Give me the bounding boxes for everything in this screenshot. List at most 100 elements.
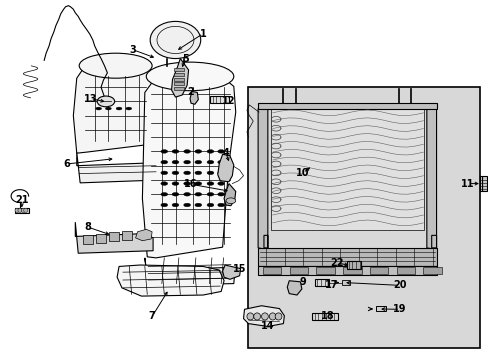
Text: 18: 18 xyxy=(321,311,334,321)
FancyArrowPatch shape xyxy=(346,282,397,285)
FancyArrowPatch shape xyxy=(178,35,201,49)
FancyArrowPatch shape xyxy=(226,156,228,160)
Polygon shape xyxy=(258,266,436,275)
Text: 13: 13 xyxy=(83,94,97,104)
Text: 2: 2 xyxy=(187,87,194,98)
Text: 16: 16 xyxy=(184,179,197,189)
Ellipse shape xyxy=(261,313,268,320)
Ellipse shape xyxy=(183,160,190,164)
Ellipse shape xyxy=(18,208,22,212)
Ellipse shape xyxy=(253,313,260,320)
Polygon shape xyxy=(287,281,301,295)
Polygon shape xyxy=(73,64,158,153)
Text: 7: 7 xyxy=(148,311,155,321)
Ellipse shape xyxy=(217,193,224,196)
Text: 6: 6 xyxy=(63,159,70,169)
Polygon shape xyxy=(217,154,233,182)
Ellipse shape xyxy=(97,96,115,107)
FancyArrowPatch shape xyxy=(381,308,397,310)
Text: 11: 11 xyxy=(461,179,474,189)
Ellipse shape xyxy=(105,107,111,110)
Polygon shape xyxy=(258,103,436,109)
Ellipse shape xyxy=(225,198,235,203)
Polygon shape xyxy=(479,176,481,192)
Polygon shape xyxy=(258,109,267,249)
Ellipse shape xyxy=(206,182,213,185)
Bar xyxy=(83,235,93,244)
Ellipse shape xyxy=(150,21,201,59)
Ellipse shape xyxy=(217,150,224,153)
FancyArrowPatch shape xyxy=(305,168,309,171)
Ellipse shape xyxy=(246,313,253,320)
Ellipse shape xyxy=(275,313,282,320)
Bar xyxy=(173,68,184,71)
Text: 15: 15 xyxy=(232,264,246,274)
Ellipse shape xyxy=(217,160,224,164)
Text: 4: 4 xyxy=(222,148,229,158)
Bar xyxy=(481,176,486,192)
Bar xyxy=(346,261,361,269)
FancyArrowPatch shape xyxy=(193,185,226,192)
Bar xyxy=(248,87,479,348)
Bar xyxy=(396,267,414,274)
Ellipse shape xyxy=(183,150,190,153)
Polygon shape xyxy=(144,258,234,285)
Ellipse shape xyxy=(206,160,213,164)
Ellipse shape xyxy=(172,150,179,153)
Polygon shape xyxy=(117,265,224,296)
Polygon shape xyxy=(142,76,235,258)
Bar xyxy=(210,96,228,103)
Bar xyxy=(316,267,334,274)
Bar xyxy=(173,87,184,90)
Ellipse shape xyxy=(161,171,167,175)
FancyArrowPatch shape xyxy=(70,158,112,164)
Polygon shape xyxy=(190,91,198,104)
Text: 20: 20 xyxy=(392,280,406,291)
Ellipse shape xyxy=(161,160,167,164)
Polygon shape xyxy=(271,109,424,230)
Ellipse shape xyxy=(195,160,201,164)
Text: 14: 14 xyxy=(261,321,274,331)
Text: 10: 10 xyxy=(296,168,309,178)
Ellipse shape xyxy=(206,171,213,175)
Polygon shape xyxy=(171,59,188,97)
Bar xyxy=(341,280,350,285)
Polygon shape xyxy=(77,152,159,183)
Polygon shape xyxy=(426,109,436,249)
Bar xyxy=(423,267,441,274)
Bar xyxy=(109,232,119,241)
Text: 17: 17 xyxy=(325,280,338,291)
Bar xyxy=(173,78,184,81)
Text: 22: 22 xyxy=(329,258,343,268)
Ellipse shape xyxy=(172,203,179,207)
Ellipse shape xyxy=(79,53,152,78)
Polygon shape xyxy=(258,248,436,266)
Text: 19: 19 xyxy=(392,304,406,314)
Ellipse shape xyxy=(206,193,213,196)
Text: 12: 12 xyxy=(222,96,235,107)
Ellipse shape xyxy=(172,193,179,196)
Ellipse shape xyxy=(183,203,190,207)
Ellipse shape xyxy=(96,107,102,110)
Text: 8: 8 xyxy=(84,222,91,232)
Ellipse shape xyxy=(217,203,224,207)
Bar xyxy=(173,82,184,85)
Bar xyxy=(314,279,328,287)
Bar xyxy=(375,306,386,311)
Bar xyxy=(96,234,106,243)
Ellipse shape xyxy=(217,182,224,185)
Ellipse shape xyxy=(172,160,179,164)
Ellipse shape xyxy=(195,150,201,153)
Polygon shape xyxy=(75,222,153,253)
Ellipse shape xyxy=(161,193,167,196)
Ellipse shape xyxy=(24,208,28,212)
Ellipse shape xyxy=(206,203,213,207)
Text: 21: 21 xyxy=(15,195,28,204)
FancyArrowPatch shape xyxy=(93,99,103,102)
Ellipse shape xyxy=(206,150,213,153)
Ellipse shape xyxy=(172,182,179,185)
Ellipse shape xyxy=(125,107,131,110)
Polygon shape xyxy=(222,265,240,279)
Ellipse shape xyxy=(161,182,167,185)
Bar xyxy=(369,267,387,274)
